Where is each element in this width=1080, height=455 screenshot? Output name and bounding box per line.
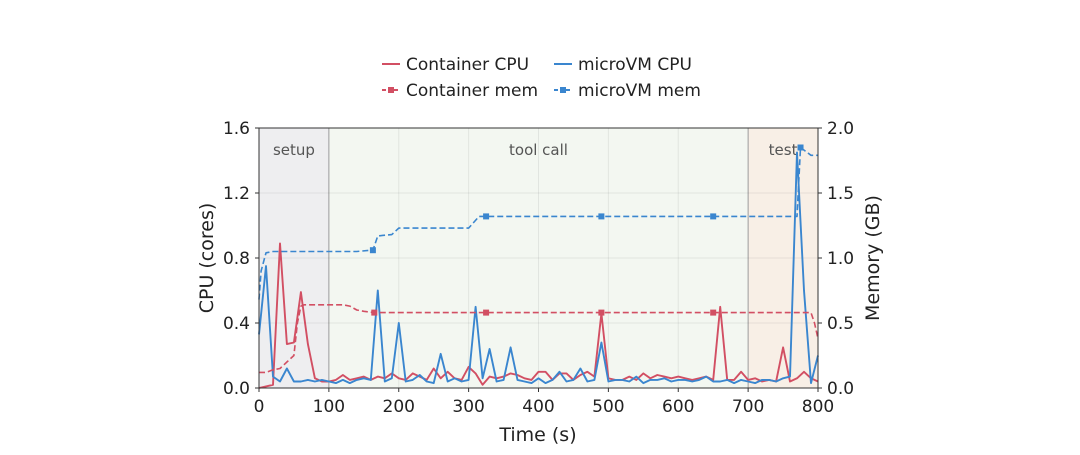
microvm-mem-marker-2 xyxy=(598,213,605,220)
microvm-mem-marker-3 xyxy=(710,213,717,220)
y-tick-label-0: 0.0 xyxy=(223,379,250,399)
y2-tick-label-1: 0.5 xyxy=(827,314,854,334)
y2-tick-label-4: 2.0 xyxy=(827,119,854,139)
legend-label-container-mem: Container mem xyxy=(406,81,538,101)
x-tick-label-6: 600 xyxy=(662,397,694,417)
container-mem-marker-3 xyxy=(710,309,717,316)
y-axis-title-right: Memory (GB) xyxy=(862,195,884,321)
x-tick-label-0: 0 xyxy=(254,397,265,417)
microvm-mem-marker-4 xyxy=(797,144,804,151)
y2-tick-label-2: 1.0 xyxy=(827,249,854,269)
container-mem-marker-1 xyxy=(483,309,490,316)
microvm-mem-marker-0 xyxy=(369,247,376,254)
phase-region-1 xyxy=(328,128,749,388)
series-lines xyxy=(258,144,819,389)
legend-label-microvm-mem: microVM mem xyxy=(578,81,701,101)
y2-tick-label-3: 1.5 xyxy=(827,184,854,204)
x-tick-label-1: 100 xyxy=(313,397,345,417)
y-tick-label-1: 0.4 xyxy=(223,314,250,334)
x-tick-label-2: 200 xyxy=(383,397,415,417)
x-tick-label-5: 500 xyxy=(592,397,624,417)
tick-labels: 0 100 200 300 400 500 600 700 8000.00.40.81.21.6… xyxy=(223,119,854,417)
legend: Container CPU microVM CPU Container mem mic… xyxy=(382,55,701,101)
x-tick-label-7: 700 xyxy=(732,397,764,417)
legend-marker-microvm-mem xyxy=(560,87,566,93)
phase-label-0: setup xyxy=(273,141,315,159)
phase-label-1: tool call xyxy=(509,141,568,159)
container-mem-line xyxy=(259,303,819,374)
x-tick-label-4: 400 xyxy=(522,397,554,417)
phase-backgrounds: setup tool call test xyxy=(259,128,818,388)
container-mem-marker-0 xyxy=(371,309,378,316)
y-tick-label-4: 1.6 xyxy=(223,119,250,139)
x-axis-title: Time (s) xyxy=(498,424,576,446)
y-tick-label-2: 0.8 xyxy=(223,249,250,269)
y2-tick-label-0: 0.0 xyxy=(827,379,854,399)
y-axis-title-left: CPU (cores) xyxy=(196,203,218,314)
x-tick-label-8: 800 xyxy=(802,397,834,417)
legend-label-microvm-cpu: microVM CPU xyxy=(578,55,692,75)
phase-label-2: test xyxy=(769,141,798,159)
legend-marker-container-mem xyxy=(388,87,394,93)
microvm-mem-marker-1 xyxy=(483,213,490,220)
y-tick-label-3: 1.2 xyxy=(223,184,250,204)
phase-region-2 xyxy=(748,128,818,388)
x-tick-label-3: 300 xyxy=(452,397,484,417)
container-cpu-line xyxy=(258,242,819,389)
legend-label-container-cpu: Container CPU xyxy=(406,55,529,75)
microvm-cpu-line xyxy=(258,151,819,385)
container-mem-marker-2 xyxy=(598,309,605,316)
